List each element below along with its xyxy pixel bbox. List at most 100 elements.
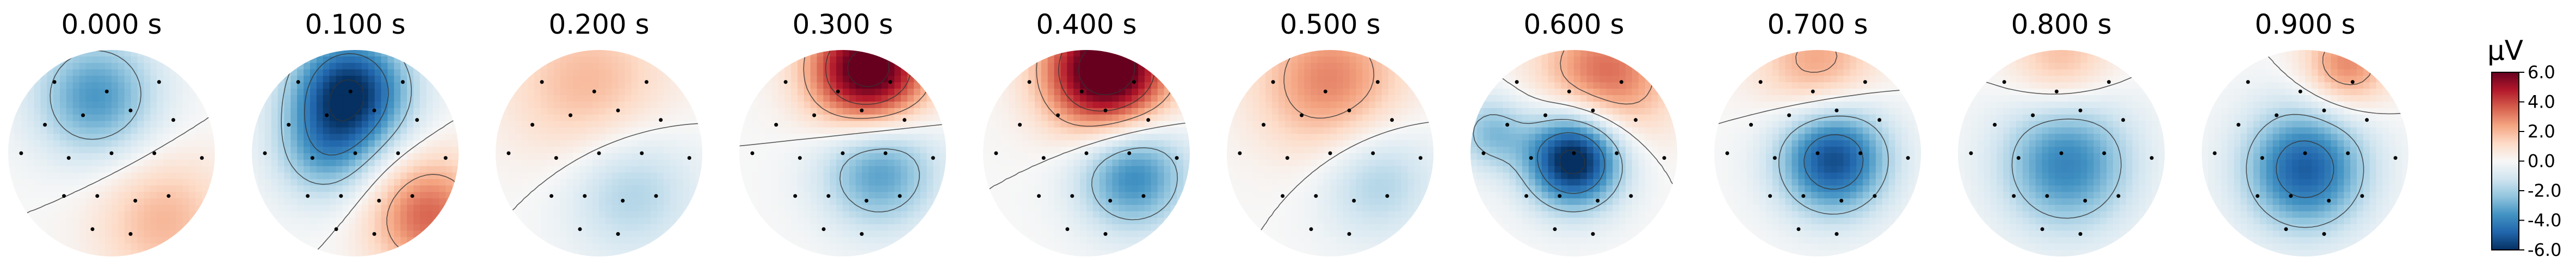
topomap-cell bbox=[830, 198, 837, 205]
topomap-cell bbox=[913, 217, 921, 225]
topomap-cell bbox=[830, 153, 837, 160]
topomap-cell bbox=[137, 205, 145, 212]
topomap-cell bbox=[1330, 95, 1337, 102]
topomap-cell bbox=[1112, 147, 1120, 154]
topomap-cell bbox=[638, 166, 645, 173]
topomap-cell bbox=[1119, 198, 1126, 205]
topomap-cell bbox=[553, 243, 561, 250]
topomap-cell bbox=[579, 114, 587, 122]
topomap-cell bbox=[515, 95, 522, 102]
topomap-cell bbox=[1022, 179, 1029, 186]
topomap-cell bbox=[1375, 69, 1382, 77]
topomap-cell bbox=[124, 179, 132, 186]
topomap-cell bbox=[797, 166, 805, 173]
topomap-cell bbox=[566, 166, 574, 173]
topomap-cell bbox=[419, 114, 427, 122]
topomap-cell bbox=[1349, 89, 1357, 96]
topomap-cell bbox=[644, 198, 651, 205]
topomap-cell bbox=[855, 140, 863, 147]
topomap-cell bbox=[1324, 102, 1331, 109]
topomap-cell bbox=[195, 198, 203, 205]
topomap-cell bbox=[862, 230, 869, 238]
topomap-cell bbox=[47, 230, 54, 238]
topomap-cell bbox=[625, 159, 632, 167]
topomap-cell bbox=[439, 127, 447, 135]
topomap-cell bbox=[439, 114, 447, 122]
topomap-cell bbox=[277, 224, 285, 231]
topomap-cell bbox=[34, 114, 41, 122]
topomap-cell bbox=[189, 179, 196, 186]
topomap-cell bbox=[1252, 134, 1260, 141]
topomap-cell bbox=[689, 140, 696, 147]
topomap-cell bbox=[933, 114, 940, 122]
topomap-cell bbox=[547, 140, 554, 147]
topomap-cell bbox=[189, 192, 196, 199]
topomap-cell bbox=[913, 127, 921, 135]
topomap-cell bbox=[573, 179, 580, 186]
topomap-cell bbox=[868, 192, 876, 199]
topomap-cell bbox=[778, 211, 785, 218]
topomap-cell bbox=[387, 185, 395, 193]
topomap-cell bbox=[752, 147, 759, 154]
topomap-cell bbox=[92, 50, 100, 57]
topomap-cell bbox=[868, 179, 876, 186]
topomap-cell bbox=[926, 198, 934, 205]
topomap-cell bbox=[1073, 211, 1080, 218]
topomap-cell bbox=[983, 159, 990, 167]
topomap-cell bbox=[144, 121, 151, 128]
topomap-cell bbox=[1002, 185, 1010, 193]
topomap-cell bbox=[163, 121, 170, 128]
topomap-cell bbox=[855, 159, 863, 167]
topomap-cell bbox=[310, 166, 317, 173]
topomap-cell bbox=[599, 224, 606, 231]
topomap-cell bbox=[689, 114, 696, 122]
topomap-cell bbox=[169, 108, 177, 115]
topomap-cell bbox=[638, 217, 645, 225]
topomap-cell bbox=[1035, 121, 1042, 128]
topomap-cell bbox=[72, 250, 80, 256]
topomap-cell bbox=[1092, 108, 1100, 115]
topomap-cell bbox=[521, 217, 529, 225]
topomap-cell bbox=[657, 211, 664, 218]
topomap-cell bbox=[791, 76, 798, 83]
sensor-marker bbox=[549, 194, 554, 198]
topomap-cell bbox=[284, 134, 292, 141]
topomap-cell bbox=[1265, 134, 1272, 141]
topomap-cell bbox=[1375, 114, 1382, 122]
topomap-cell bbox=[560, 153, 567, 160]
topomap-cell bbox=[1092, 172, 1100, 180]
topomap-cell bbox=[381, 211, 388, 218]
topomap-cell bbox=[1304, 82, 1312, 90]
topomap-cell bbox=[72, 82, 80, 90]
topomap-cell bbox=[508, 95, 516, 102]
topomap-cell bbox=[696, 153, 702, 160]
topomap-cell bbox=[843, 50, 850, 57]
topomap-cell bbox=[291, 121, 298, 128]
topomap-cell bbox=[124, 82, 132, 90]
topomap-cell bbox=[745, 127, 753, 135]
topomap-cell bbox=[797, 211, 805, 218]
topomap-cell bbox=[92, 243, 100, 250]
topomap-cell bbox=[1086, 114, 1094, 122]
topomap-cell bbox=[79, 159, 87, 167]
topomap-cell bbox=[875, 250, 882, 256]
topomap-cell bbox=[131, 121, 138, 128]
topomap-cell bbox=[1138, 102, 1145, 109]
topomap-cell bbox=[900, 217, 908, 225]
topomap-cell bbox=[40, 69, 48, 77]
topomap-cell bbox=[1170, 114, 1178, 122]
topomap-cell bbox=[1330, 127, 1337, 135]
topomap-cell bbox=[611, 50, 619, 57]
topomap-cell bbox=[150, 217, 157, 225]
topomap-cell bbox=[1047, 172, 1055, 180]
topomap-cell bbox=[112, 179, 119, 186]
topomap-cell bbox=[657, 69, 664, 77]
topomap-cell bbox=[784, 243, 792, 250]
topomap-cell bbox=[586, 140, 593, 147]
topomap-cell bbox=[638, 211, 645, 218]
topomap-cell bbox=[182, 198, 190, 205]
topomap-cell bbox=[508, 166, 516, 173]
topomap-cell bbox=[27, 166, 35, 173]
topomap-cell bbox=[888, 108, 895, 115]
topomap-cell bbox=[913, 192, 921, 199]
